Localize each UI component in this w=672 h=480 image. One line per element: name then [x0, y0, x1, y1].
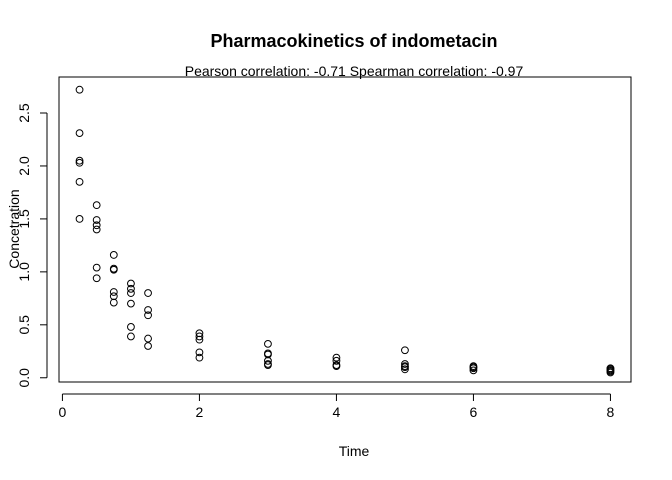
data-point	[92, 216, 101, 224]
data-point	[92, 201, 101, 210]
data-point	[92, 221, 101, 230]
data-point	[144, 306, 152, 314]
data-point	[195, 332, 204, 341]
data-point	[264, 356, 272, 365]
data-point	[195, 348, 204, 357]
y-axis: 0.0 0.5 1.0 1.5 2.0 2.5	[16, 103, 48, 388]
y-tick-label: 1.0	[16, 262, 32, 282]
data-point	[606, 368, 615, 377]
y-tick-label: 0.0	[16, 368, 32, 388]
data-point	[75, 215, 84, 223]
data-point	[144, 342, 152, 350]
data-point	[401, 346, 409, 355]
data-point	[332, 356, 341, 365]
data-point	[109, 251, 118, 259]
y-tick-label: 0.5	[16, 315, 32, 335]
data-point	[264, 361, 272, 369]
data-point	[264, 339, 272, 348]
data-point	[127, 284, 135, 293]
data-point	[401, 360, 409, 368]
y-axis-label: Concetration	[6, 189, 22, 268]
data-point	[144, 334, 152, 343]
data-point	[109, 265, 118, 274]
data-point	[332, 353, 341, 362]
data-points	[75, 85, 615, 377]
x-tick-label: 2	[196, 404, 204, 420]
data-point	[144, 311, 152, 320]
x-axis: 0 2 4 6 8	[59, 393, 615, 420]
x-tick-label: 4	[333, 404, 341, 420]
data-point	[92, 225, 101, 234]
data-point	[195, 335, 204, 344]
data-point	[75, 85, 84, 94]
x-tick-label: 8	[607, 404, 615, 420]
y-tick-label: 2.5	[16, 103, 32, 123]
data-point	[109, 298, 118, 307]
data-point	[195, 353, 204, 362]
data-point	[75, 158, 84, 167]
data-point	[109, 292, 118, 301]
data-point	[127, 279, 135, 288]
y-tick-label: 2.0	[16, 156, 32, 176]
data-point	[469, 364, 478, 373]
chart-subtitle: Pearson correlation: -0.71 Spearman corr…	[185, 63, 524, 79]
x-tick-label: 0	[59, 404, 67, 420]
data-point	[401, 365, 409, 374]
data-point	[332, 362, 341, 371]
data-point	[75, 177, 84, 186]
data-point	[75, 129, 84, 138]
chart-title: Pharmacokinetics of indometacin	[210, 31, 497, 51]
data-point	[469, 366, 478, 375]
data-point	[109, 288, 118, 296]
data-point	[144, 289, 152, 297]
data-point	[75, 156, 84, 165]
data-point	[401, 363, 409, 372]
x-axis-label: Time	[339, 443, 370, 459]
data-point	[92, 263, 101, 272]
data-point	[92, 274, 101, 283]
y-tick-label: 1.5	[16, 209, 32, 229]
plot-frame	[58, 76, 632, 383]
x-tick-label: 6	[470, 404, 478, 420]
data-point	[127, 323, 135, 331]
data-point	[127, 332, 135, 341]
data-point	[127, 299, 135, 308]
data-point	[127, 289, 135, 297]
